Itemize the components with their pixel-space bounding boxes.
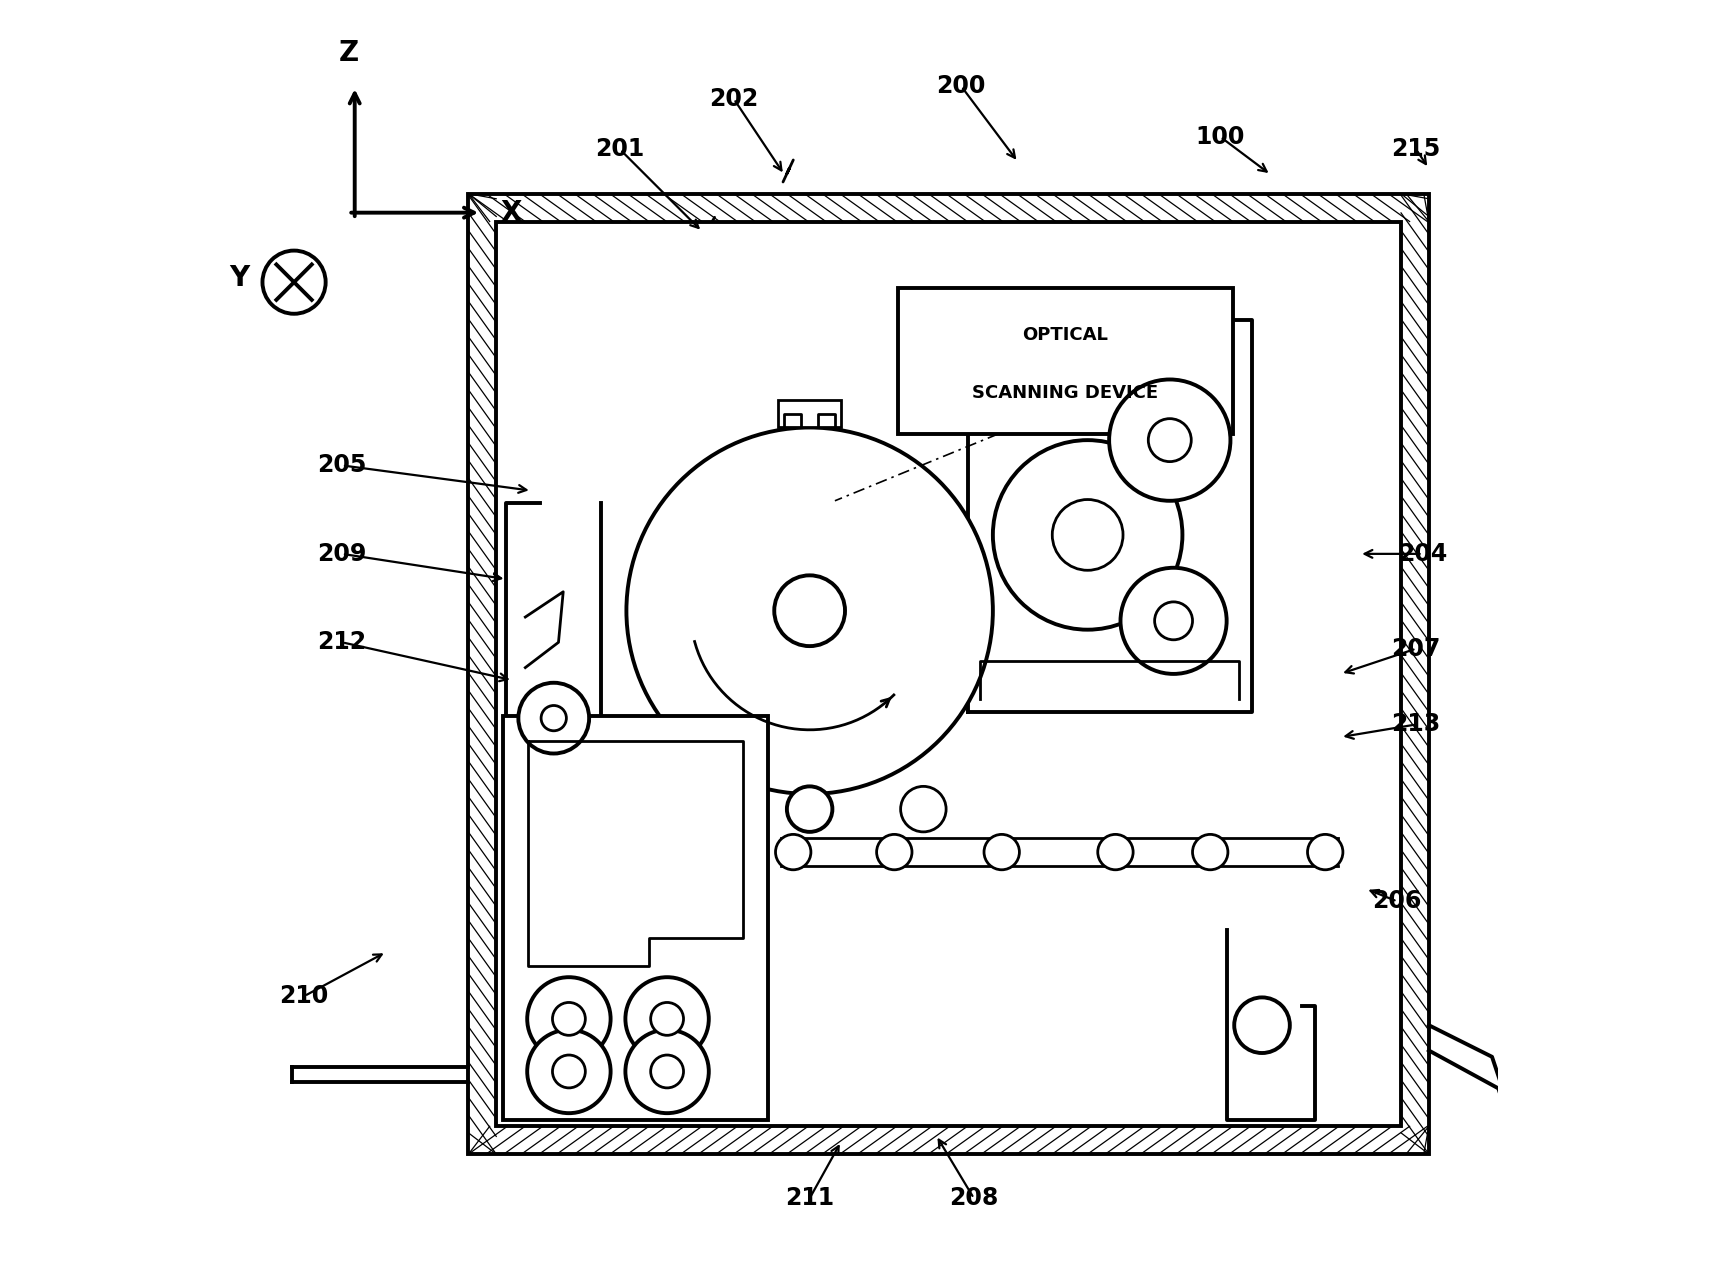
- Text: 209: 209: [317, 542, 367, 566]
- Circle shape: [774, 834, 811, 870]
- Circle shape: [992, 440, 1181, 630]
- Text: 200: 200: [935, 74, 986, 98]
- Circle shape: [1096, 834, 1133, 870]
- Circle shape: [876, 834, 911, 870]
- Bar: [897, 289, 1231, 434]
- Text: OPTICAL: OPTICAL: [1022, 326, 1108, 343]
- Circle shape: [518, 683, 589, 753]
- Text: 211: 211: [785, 1187, 833, 1211]
- Circle shape: [540, 706, 566, 731]
- Text: Z: Z: [338, 39, 359, 67]
- Circle shape: [553, 1054, 585, 1088]
- Circle shape: [1233, 997, 1289, 1053]
- Text: 204: 204: [1398, 542, 1446, 566]
- Circle shape: [625, 977, 708, 1061]
- Circle shape: [527, 1030, 610, 1113]
- Bar: [502, 716, 767, 1119]
- Bar: [495, 221, 1399, 1126]
- Circle shape: [1148, 418, 1190, 462]
- Text: 212: 212: [317, 631, 367, 654]
- Circle shape: [984, 834, 1018, 870]
- Text: 206: 206: [1372, 889, 1422, 913]
- Circle shape: [553, 1002, 585, 1035]
- Text: 205: 205: [317, 453, 367, 477]
- Text: 100: 100: [1195, 125, 1244, 149]
- Circle shape: [901, 786, 946, 832]
- Circle shape: [1306, 834, 1342, 870]
- Text: 213: 213: [1391, 712, 1439, 736]
- Circle shape: [1051, 500, 1122, 570]
- Text: 215: 215: [1391, 137, 1439, 162]
- Text: SCANNING DEVICE: SCANNING DEVICE: [972, 384, 1159, 402]
- Text: 210: 210: [279, 985, 329, 1009]
- Text: Y: Y: [229, 265, 249, 293]
- Circle shape: [1121, 567, 1226, 674]
- Circle shape: [774, 575, 845, 646]
- Circle shape: [1108, 379, 1230, 501]
- Circle shape: [527, 977, 610, 1061]
- Text: X: X: [501, 198, 521, 226]
- Text: 202: 202: [708, 86, 759, 111]
- Bar: [778, 399, 840, 427]
- Text: 207: 207: [1391, 637, 1439, 660]
- Text: 201: 201: [596, 137, 644, 162]
- Circle shape: [625, 1030, 708, 1113]
- Circle shape: [625, 427, 992, 794]
- Circle shape: [650, 1054, 682, 1088]
- Circle shape: [262, 251, 326, 314]
- Circle shape: [650, 1002, 682, 1035]
- Circle shape: [1192, 834, 1228, 870]
- Circle shape: [786, 786, 831, 832]
- Text: 208: 208: [949, 1187, 998, 1211]
- Bar: [468, 193, 1427, 1154]
- Circle shape: [1154, 602, 1192, 640]
